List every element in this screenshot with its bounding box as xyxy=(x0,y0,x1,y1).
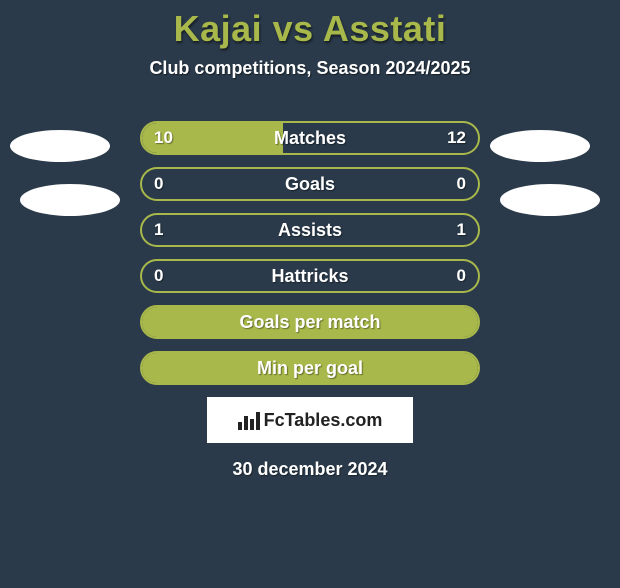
team-logo-placeholder xyxy=(20,184,120,216)
bars-icon xyxy=(238,410,260,430)
stat-left-value: 1 xyxy=(154,220,163,240)
stat-row: 1 Assists 1 xyxy=(140,213,480,247)
stat-row: 10 Matches 12 xyxy=(140,121,480,155)
stat-row: 0 Hattricks 0 xyxy=(140,259,480,293)
fctables-label: FcTables.com xyxy=(264,410,383,431)
stat-right-value: 0 xyxy=(457,174,466,194)
stat-left-value: 10 xyxy=(154,128,173,148)
stat-left-value: 0 xyxy=(154,266,163,286)
stat-row: Goals per match xyxy=(140,305,480,339)
stat-right-value: 12 xyxy=(447,128,466,148)
stat-right-value: 0 xyxy=(457,266,466,286)
team-logo-placeholder xyxy=(490,130,590,162)
stat-label: Min per goal xyxy=(257,358,363,379)
stat-label: Hattricks xyxy=(271,266,348,287)
stat-right-value: 1 xyxy=(457,220,466,240)
fctables-badge[interactable]: FcTables.com xyxy=(207,397,413,443)
stat-label: Assists xyxy=(278,220,342,241)
team-logo-placeholder xyxy=(10,130,110,162)
date: 30 december 2024 xyxy=(0,459,620,480)
stat-label: Goals xyxy=(285,174,335,195)
stat-row: Min per goal xyxy=(140,351,480,385)
subtitle: Club competitions, Season 2024/2025 xyxy=(0,58,620,79)
stat-left-value: 0 xyxy=(154,174,163,194)
stat-row: 0 Goals 0 xyxy=(140,167,480,201)
stat-label: Matches xyxy=(274,128,346,149)
page-title: Kajai vs Asstati xyxy=(0,8,620,50)
team-logo-placeholder xyxy=(500,184,600,216)
stat-label: Goals per match xyxy=(239,312,380,333)
